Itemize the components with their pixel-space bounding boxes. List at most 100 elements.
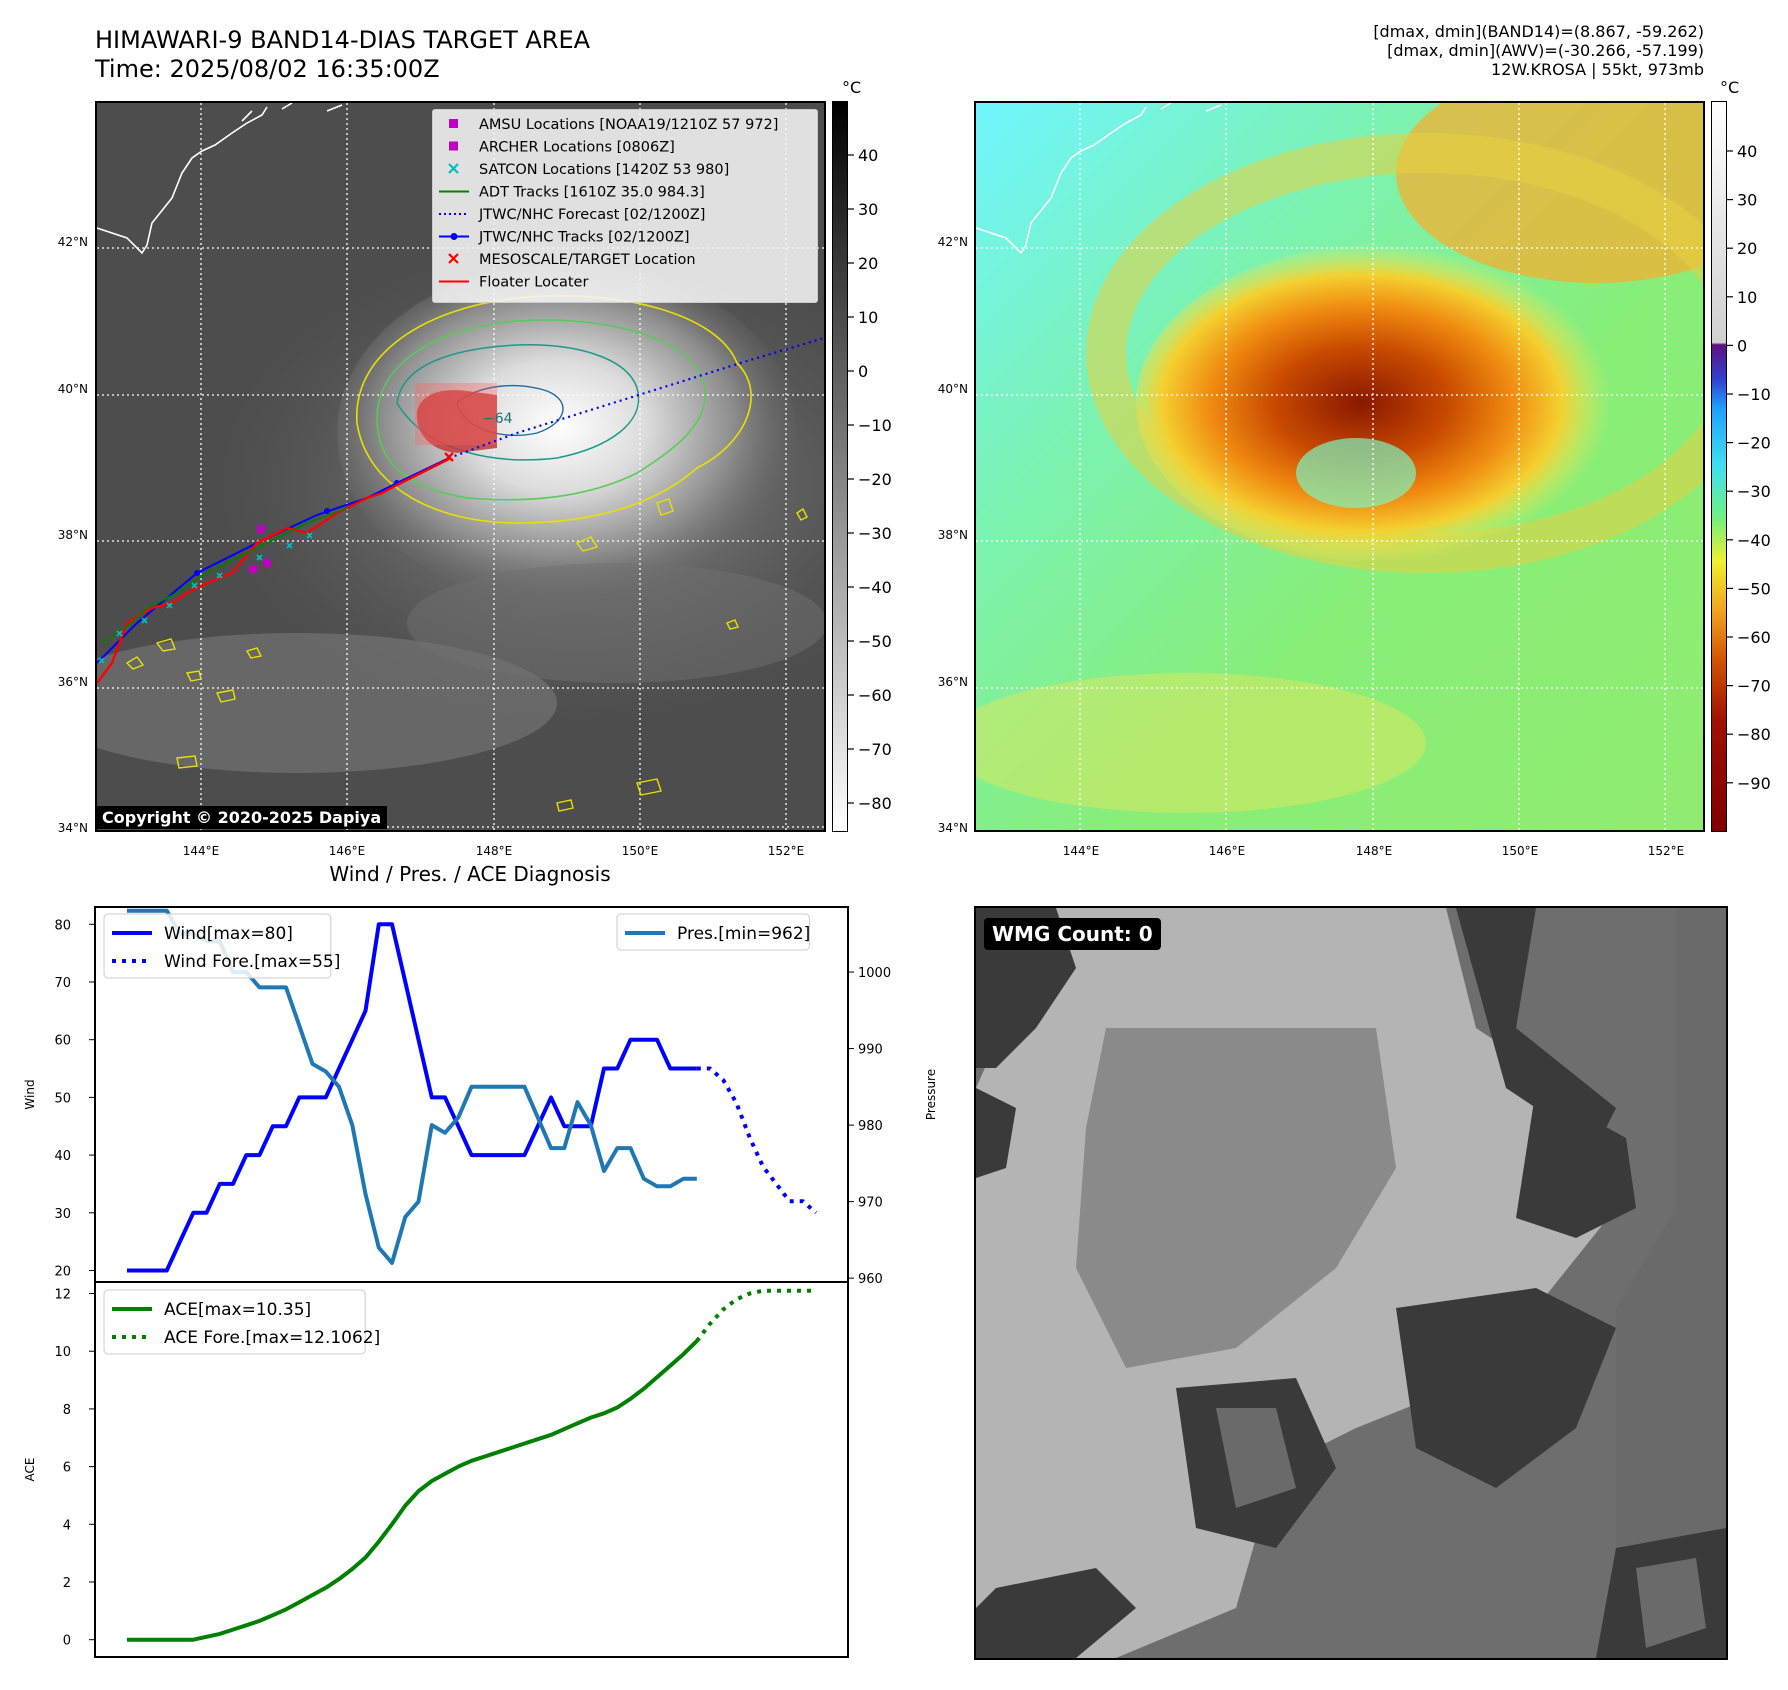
gray-colorbar-ticks: 40 30 20 10 0 −10 −20 −30 −40 −50 −60 −70 −80 [848,146,892,813]
color-colorbar-ticks: 40 30 20 10 0 −10 −20 −30 −40 −50 −60 −70 −80 −90 [1727,142,1771,793]
diagnosis-chart: 20 30 40 50 60 70 80 960 970 980 990 1000 0 2 4 6 8 10 12 W… [23,906,938,1658]
legend-dot-icon [450,233,458,240]
ace-tick-label: 2 [63,1576,71,1591]
lon-label-144-left: 144°E [183,844,220,858]
title-line-2: Time: 2025/08/02 16:35:00Z [95,55,440,83]
wind-series-line [127,922,697,1273]
ace-legend: ACE[max=10.35] ACE Fore.[max=12.1062] [103,1289,380,1355]
wind-tick-label: 20 [54,1264,71,1279]
ace-tick-label: 12 [54,1288,71,1303]
lat-label-38-left: 38°N [58,528,88,542]
colorbar-tick-label: 0 [1737,336,1747,355]
legend-label: ACE[max=10.35] [164,1300,311,1320]
color-map-panel [974,101,1705,832]
copyright-badge: Copyright © 2020-2025 Dapiya [96,806,388,829]
colorbar-tick-label: −60 [1737,628,1771,647]
lat-label-34-left: 34°N [58,821,88,835]
wmg-count-badge: WMG Count: 0 [984,918,1161,950]
colorbar-tick-label: 40 [1737,142,1757,161]
ir-map-panel: −64 AMSU Locations [NOAA19/1210Z 57 972]… [95,101,826,832]
gray-colorbar-unit: °C [842,78,862,97]
colorbar-tick-label: −40 [858,578,892,597]
colorbar-tick-label: −80 [858,794,892,813]
colorbar-tick-label: −50 [858,632,892,651]
colorbar-tick-label: −10 [858,416,892,435]
lon-label-152-right: 152°E [1648,844,1685,858]
legend-label: MESOSCALE/TARGET Location [479,252,696,268]
colorbar-tick-label: 0 [858,362,868,381]
ace-series-line [127,1339,699,1642]
wind-axis-label: Wind [23,1079,37,1109]
colorbar-tick-label: −70 [1737,677,1771,696]
color-map-image [976,103,1703,830]
ir-map-image: −64 [97,103,824,830]
ace-tick-label: 0 [63,1634,71,1649]
legend-label: ADT Tracks [1610Z 35.0 984.3] [479,185,705,201]
lon-label-148-left: 148°E [476,844,513,858]
ace-tick-label: 8 [63,1403,71,1418]
legend-label: ACE Fore.[max=12.1062] [164,1328,380,1348]
lon-label-150-left: 150°E [622,844,659,858]
colorbar-tick-label: −60 [858,686,892,705]
ace-tick-label: 6 [63,1461,71,1476]
pres-tick-label: 980 [858,1119,883,1134]
contour-label: −64 [483,411,513,427]
legend-entry: AMSU Locations [NOAA19/1210Z 57 972] [449,117,778,133]
wind-tick-label: 30 [54,1207,71,1222]
wind-forecast-line [696,1066,818,1215]
gray-colorbar [832,101,848,832]
wind-tick-label: 80 [54,918,71,933]
ace-axes-frame [94,1281,849,1658]
lat-label-40-left: 40°N [58,382,88,396]
ace-tick-label: 10 [54,1345,71,1360]
ace-axis-label: ACE [23,1458,37,1482]
legend-label: ARCHER Locations [0806Z] [479,140,675,156]
legend-entry: ARCHER Locations [0806Z] [449,140,675,156]
legend-label: Floater Locater [479,275,588,291]
lon-label-146-right: 146°E [1209,844,1246,858]
legend-entry: JTWC/NHC Forecast [02/1200Z] [439,207,705,223]
lat-label-40-right: 40°N [938,382,968,396]
lat-label-38-right: 38°N [938,528,968,542]
lat-label-42-right: 42°N [938,235,968,249]
title-line-1: HIMAWARI-9 BAND14-DIAS TARGET AREA [95,26,591,54]
figure-title: HIMAWARI-9 BAND14-DIAS TARGET AREA Time:… [95,26,590,84]
color-colorbar-unit: °C [1720,78,1740,97]
amsu-archer-markers [249,525,271,573]
colorbar-tick-label: −30 [1737,482,1771,501]
storm-info: [dmax, dmin](BAND14)=(8.867, -59.262) [d… [1373,22,1704,79]
lat-label-36-left: 36°N [58,675,88,689]
legend-square-icon [449,119,458,128]
lat-label-34-right: 34°N [938,821,968,835]
legend-x-icon [448,253,459,264]
wind-tick-label: 60 [54,1034,71,1049]
colorbar-tick-label: 10 [1737,288,1757,307]
colorbar-tick-label: 30 [858,200,878,219]
legend-entry: MESOSCALE/TARGET Location [448,252,696,268]
colorbar-tick-label: −20 [858,470,892,489]
pressure-axis-label: Pressure [924,1069,938,1120]
lon-label-152-left: 152°E [768,844,805,858]
pres-tick-label: 990 [858,1043,883,1058]
pres-tick-label: 970 [858,1196,883,1211]
wmg-image [976,908,1726,1658]
info-line-1: [dmax, dmin](BAND14)=(8.867, -59.262) [1373,22,1704,41]
lon-label-146-left: 146°E [329,844,366,858]
lon-label-150-right: 150°E [1502,844,1539,858]
color-colorbar [1711,101,1727,832]
lon-label-148-right: 148°E [1356,844,1393,858]
colorbar-tick-label: −10 [1737,385,1771,404]
colorbar-tick-label: 20 [1737,239,1757,258]
wind-tick-label: 70 [54,976,71,991]
legend-label: AMSU Locations [NOAA19/1210Z 57 972] [479,117,778,133]
wind-tick-label: 50 [54,1091,71,1106]
legend-x-icon [448,163,459,174]
legend-label: SATCON Locations [1420Z 53 980] [479,162,729,178]
colorbar-tick-label: −30 [858,524,892,543]
wind-tick-label: 40 [54,1149,71,1164]
pressure-legend: Pres.[min=962] [616,913,810,951]
legend-entry: Floater Locater [439,275,588,291]
colorbar-tick-label: 20 [858,254,878,273]
colorbar-tick-label: −70 [858,740,892,759]
